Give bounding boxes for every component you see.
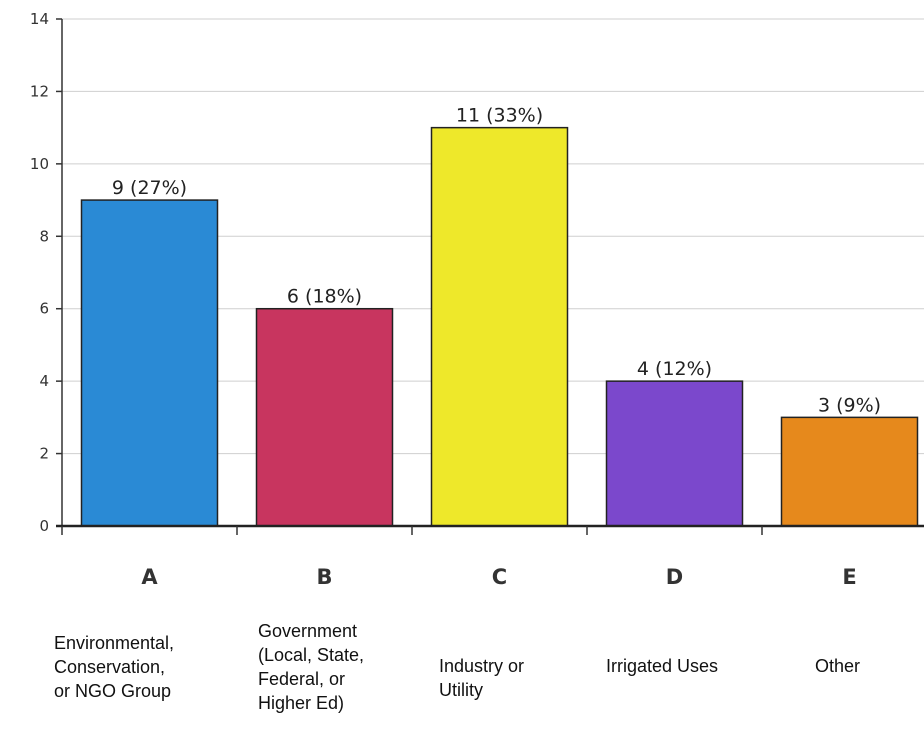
x-tick-label-c: C [492, 565, 507, 589]
bars: 9 (27%) 6 (18%) 11 (33%) 4 (12%) 3 (9%) [80, 105, 919, 527]
bar-e [780, 416, 919, 527]
x-axis: A B C D E [56, 524, 924, 589]
x-tick-label-a: A [141, 565, 158, 589]
category-description-a: Environmental, Conservation, or NGO Grou… [54, 633, 175, 701]
y-axis: 0 2 4 6 8 10 12 14 [30, 10, 63, 535]
category-description-b: Government (Local, State, Federal, or Hi… [258, 621, 365, 713]
y-tick-label: 8 [39, 227, 49, 245]
y-tick-label: 12 [30, 82, 49, 100]
y-tick-label: 14 [30, 10, 49, 28]
category-description-e: Other [815, 656, 861, 676]
bar-a [80, 199, 219, 527]
bar-d [605, 380, 744, 527]
category-description-d: Irrigated Uses [606, 656, 719, 676]
data-label-e: 3 (9%) [818, 394, 881, 416]
x-tick-label-e: E [842, 565, 856, 589]
bar-c [430, 126, 569, 527]
data-label-c: 11 (33%) [456, 105, 543, 127]
bar-b [255, 307, 394, 527]
y-tick-label: 2 [39, 445, 49, 463]
y-tick-label: 0 [39, 517, 49, 535]
category-description-c: Industry or Utility [439, 656, 525, 700]
y-tick-label: 6 [39, 300, 49, 318]
data-label-d: 4 (12%) [637, 358, 712, 380]
data-label-b: 6 (18%) [287, 286, 362, 308]
y-tick-label: 4 [39, 372, 49, 390]
x-tick-label-b: B [316, 565, 332, 589]
y-tick-label: 10 [30, 155, 49, 173]
data-label-a: 9 (27%) [112, 177, 187, 199]
x-tick-label-d: D [666, 565, 683, 589]
